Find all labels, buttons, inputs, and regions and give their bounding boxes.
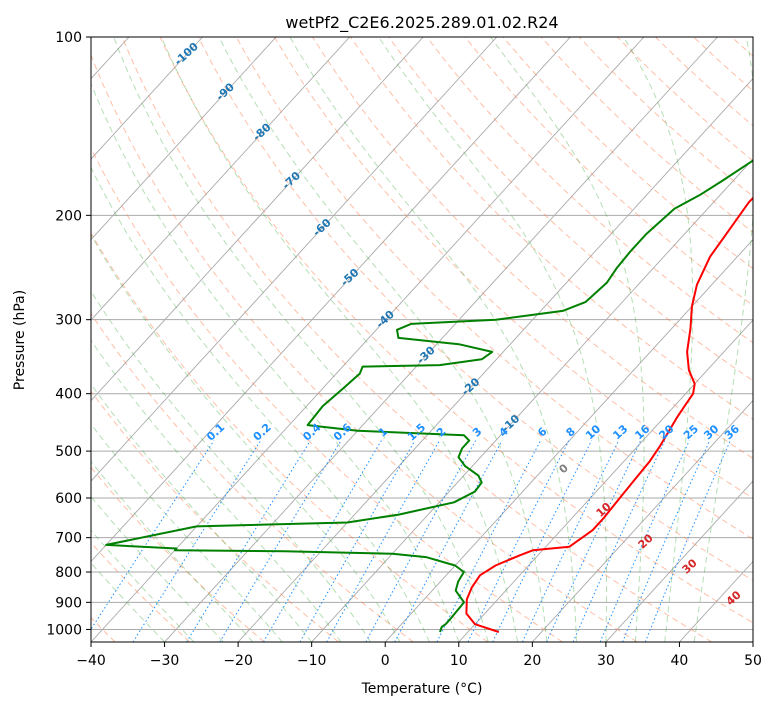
dry-adiabat-line [0,37,190,642]
dry-adiabat-line [694,37,775,642]
dry-adiabat-line [465,37,775,642]
y-tick-label: 100 [55,30,82,46]
mixing-ratio-label: 13 [610,422,630,442]
moist-adiabat-line [491,37,645,642]
x-tick-label: 50 [744,653,762,669]
x-tick-label: −30 [150,653,180,669]
mixing-ratio-line [187,441,311,642]
x-tick-label: 10 [450,653,468,669]
y-tick-label: 800 [55,565,82,581]
mixing-ratio-label: 20 [656,422,676,442]
moist-adiabat-label: 20 [636,531,656,551]
mixing-ratio-line [300,441,415,642]
isotherm-line [606,37,775,642]
mixing-ratio-line [437,441,541,642]
y-tick-label: 500 [55,444,82,460]
dry-adiabat-line [427,37,775,642]
y-tick-label: 200 [55,208,82,224]
dry-adiabat-line [579,37,775,642]
moist-adiabat-label: 30 [680,556,700,576]
mixing-ratio-label: 0.1 [204,421,227,444]
y-tick-label: 300 [55,313,82,329]
moist-adiabat-label: 0 [556,461,571,476]
mixing-ratio-label: 25 [681,422,701,442]
y-tick-label: 600 [55,491,82,507]
mixing-ratio-label: 16 [632,422,652,442]
x-tick-label: −10 [297,653,327,669]
isotherm-line [91,37,644,642]
x-axis-label: Temperature (°C) [361,681,483,697]
x-tick-label: 40 [671,653,689,669]
mixing-ratio-label: 0.2 [251,421,274,444]
dry-adiabat-line [274,37,775,642]
y-tick-label: 400 [55,387,82,403]
mixing-ratio-line [220,441,341,642]
x-axis-ticks: −40 −30 −20 −10 0 10 20 30 40 50 [76,642,762,669]
mixing-ratio-line [133,441,261,642]
x-tick-label: 30 [597,653,615,669]
isotherm-line [753,37,775,642]
chart-title: wetPf2_C2E6.2025.289.01.02.R24 [285,13,558,33]
mixing-ratio-line [645,441,730,642]
x-tick-label: −40 [76,653,106,669]
moist-adiabat-label: 40 [724,588,744,608]
background-lines [0,37,775,642]
temperature-profile-line [466,37,775,632]
mixing-ratio-label: 30 [701,422,721,442]
moist-adiabat-line [0,222,165,642]
mixing-ratio-label: 8 [563,425,577,440]
y-tick-label: 1000 [46,622,82,638]
dry-adiabat-line [655,37,775,642]
moist-adiabat-line [0,124,341,642]
x-tick-label: −20 [223,653,253,669]
y-tick-label: 900 [55,595,82,611]
isotherm-line [532,37,775,642]
y-axis-label: Pressure (hPa) [12,290,28,390]
mixing-ratio-label: 2 [434,425,448,440]
moist-adiabat-line [0,158,282,642]
isotherm-line [459,37,775,642]
x-tick-label: 0 [381,653,390,669]
y-axis-ticks: 100 200 300 400 500 600 700 800 900 1000 [46,30,91,638]
moist-adiabat-line [694,37,756,642]
moist-adiabat-line [24,84,400,642]
dry-adiabat-line [389,37,775,642]
isotherm-line [679,37,775,642]
isotherm-line [0,37,203,642]
isotherm-line [385,37,775,642]
dry-adiabat-line [770,37,775,642]
mixing-ratio-line [264,441,382,642]
mixing-ratio-label: 1 [376,425,390,440]
y-tick-label: 700 [55,531,82,547]
x-tick-label: 20 [523,653,541,669]
mixing-ratio-label: 3 [470,425,484,440]
dry-adiabat-line [84,37,637,642]
dry-adiabat-line [313,37,775,642]
